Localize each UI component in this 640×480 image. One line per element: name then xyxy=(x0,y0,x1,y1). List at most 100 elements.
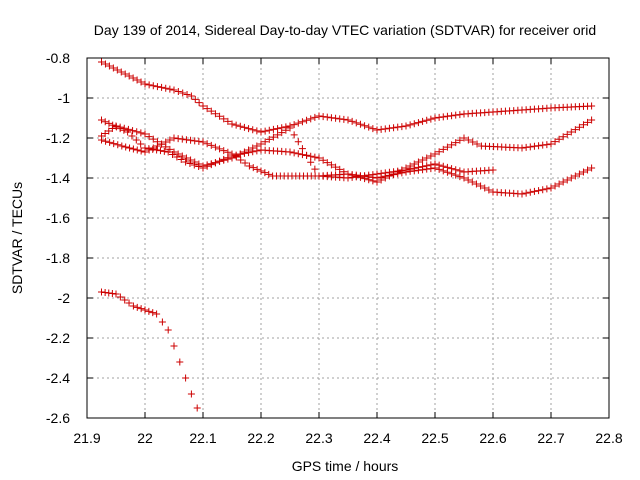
data-point xyxy=(294,119,302,127)
data-point xyxy=(427,115,435,123)
data-point xyxy=(298,118,306,126)
data-point xyxy=(240,123,248,131)
x-tick-label: 22.2 xyxy=(247,430,274,446)
data-point xyxy=(390,168,398,176)
data-point xyxy=(563,176,571,184)
data-point xyxy=(443,143,451,151)
data-point xyxy=(220,115,228,123)
data-point xyxy=(182,158,190,166)
data-point xyxy=(274,131,282,139)
data-point xyxy=(571,172,579,180)
data-point xyxy=(160,147,168,155)
data-point xyxy=(307,152,315,160)
data-point xyxy=(109,64,117,72)
data-point xyxy=(128,132,136,140)
data-point xyxy=(547,184,555,192)
data-point xyxy=(323,159,331,167)
data-point xyxy=(121,296,129,304)
data-point xyxy=(145,133,153,141)
data-point xyxy=(356,172,364,180)
data-point xyxy=(269,133,277,141)
data-point xyxy=(182,136,190,144)
data-point xyxy=(410,164,418,172)
data-point xyxy=(129,302,137,310)
data-point xyxy=(133,76,141,84)
data-point xyxy=(567,128,575,136)
data-point xyxy=(176,358,184,366)
data-point xyxy=(381,169,389,177)
data-point xyxy=(203,161,211,169)
x-tick-label: 21.9 xyxy=(73,430,100,446)
data-point xyxy=(307,115,315,123)
series-arc5 xyxy=(98,288,201,412)
data-point xyxy=(106,138,114,146)
data-point xyxy=(187,390,195,398)
data-point xyxy=(311,113,319,121)
data-point xyxy=(125,72,133,80)
data-point xyxy=(431,150,439,158)
data-point xyxy=(398,123,406,131)
data-point xyxy=(207,160,215,168)
data-point xyxy=(311,165,319,173)
data-point xyxy=(584,166,592,174)
data-point xyxy=(427,161,435,169)
data-point xyxy=(448,141,456,149)
data-point xyxy=(361,122,369,130)
y-tick-label: -1.8 xyxy=(46,250,70,266)
data-point xyxy=(423,116,431,124)
data-point xyxy=(269,125,277,133)
data-point xyxy=(216,112,224,120)
data-point xyxy=(394,167,402,175)
data-point xyxy=(158,83,166,91)
data-point xyxy=(431,114,439,122)
y-tick-label: -0.8 xyxy=(46,50,70,66)
data-point xyxy=(137,78,145,86)
x-tick-label: 22.7 xyxy=(537,430,564,446)
data-point xyxy=(551,138,559,146)
data-point xyxy=(298,151,306,159)
data-point xyxy=(539,141,547,149)
data-point xyxy=(439,162,447,170)
data-point xyxy=(535,142,543,150)
data-point xyxy=(336,115,344,123)
data-point xyxy=(265,126,273,134)
data-point xyxy=(162,84,170,92)
y-tick-label: -1.6 xyxy=(46,210,70,226)
data-point xyxy=(555,135,563,143)
data-point xyxy=(294,138,302,146)
data-point xyxy=(323,113,331,121)
data-point xyxy=(132,136,140,144)
data-point xyxy=(166,136,174,144)
data-point xyxy=(435,161,443,169)
data-point xyxy=(311,153,319,161)
y-tick-label: -2.6 xyxy=(46,410,70,426)
data-point xyxy=(489,166,497,174)
data-point xyxy=(315,154,323,162)
data-point xyxy=(199,138,207,146)
data-point xyxy=(563,130,571,138)
data-point xyxy=(282,126,290,134)
axis-ticks xyxy=(86,57,610,419)
data-point xyxy=(257,140,265,148)
x-tick-label: 22 xyxy=(137,430,153,446)
data-point xyxy=(137,305,145,313)
data-point xyxy=(530,142,538,150)
data-point xyxy=(319,156,327,164)
series-arc3 xyxy=(98,134,596,198)
x-tick-label: 22.5 xyxy=(421,430,448,446)
data-point xyxy=(125,299,133,307)
data-point xyxy=(419,163,427,171)
y-tick-label: -1.4 xyxy=(46,170,70,186)
data-point xyxy=(526,143,534,151)
data-point xyxy=(112,122,120,130)
data-point xyxy=(137,147,145,155)
data-point xyxy=(344,174,352,182)
data-point xyxy=(178,135,186,143)
data-point xyxy=(327,161,335,169)
data-point xyxy=(108,125,116,132)
data-point xyxy=(220,156,228,164)
data-point xyxy=(559,178,567,186)
data-point xyxy=(121,70,129,78)
data-point xyxy=(164,326,172,334)
data-point xyxy=(443,163,451,171)
